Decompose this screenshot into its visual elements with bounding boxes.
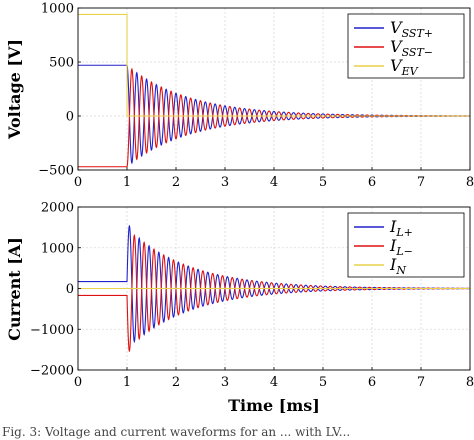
current-series: [78, 224, 471, 353]
legend-label: VEV: [390, 56, 419, 78]
legend-label-main: V: [390, 18, 403, 37]
current-y-axis-label: Current [A]: [5, 237, 24, 341]
y-tick-label: −2000: [30, 364, 74, 379]
y-tick-label: −1000: [30, 323, 74, 338]
y-tick-label: −500: [38, 164, 74, 179]
x-tick-label: 4: [270, 175, 278, 190]
y-tick-label: 0: [66, 110, 74, 125]
y-tick-label: 2000: [41, 201, 74, 216]
x-tick-label: 1: [123, 375, 131, 390]
legend-label-sub: SST+: [402, 27, 433, 40]
x-tick-label: 4: [270, 375, 278, 390]
x-tick-label: 6: [368, 375, 376, 390]
legend-label-sub: EV: [401, 65, 419, 78]
legend-label: IL+: [389, 217, 413, 239]
x-tick-label: 8: [466, 175, 474, 190]
legend-label-main: I: [389, 217, 397, 236]
series-line-2: [78, 13, 470, 117]
voltage-legend: VSST+VSST−VEV: [347, 13, 465, 79]
x-tick-label: 7: [417, 175, 425, 190]
x-tick-label: 0: [74, 375, 82, 390]
legend-box: [347, 13, 465, 79]
x-tick-label: 1: [123, 175, 131, 190]
legend-label: IL−: [389, 236, 413, 258]
legend-label-main: V: [390, 37, 403, 56]
voltage-series: [78, 13, 470, 168]
x-tick-label: 5: [319, 375, 327, 390]
legend-label: IN: [389, 255, 406, 277]
legend-label-sub: L−: [395, 245, 413, 258]
x-tick-label: 8: [466, 375, 474, 390]
x-tick-label: 7: [417, 375, 425, 390]
x-tick-label: 0: [74, 175, 82, 190]
current-panel: 0 1 2 3 4 5 6 7 8 −2000 −1000 0 1000 2000 Current [A]…: [5, 201, 474, 416]
x-tick-label: 2: [172, 375, 180, 390]
current-legend: IL+IL−IN: [347, 212, 465, 278]
legend-label-sub: L+: [395, 226, 413, 239]
legend-label-sub: SST−: [402, 46, 433, 59]
x-tick-label: 6: [368, 175, 376, 190]
legend-label-main: I: [389, 236, 397, 255]
current-ticks: 0 1 2 3 4 5 6 7 8 −2000 −1000 0 1000 2000: [30, 201, 474, 391]
legend-label: VSST−: [390, 37, 433, 59]
x-tick-label: 2: [172, 175, 180, 190]
y-tick-label: 1000: [41, 2, 74, 17]
figure-caption-fragment: Fig. 3: Voltage and current waveforms fo…: [2, 425, 350, 439]
x-tick-label: 5: [319, 175, 327, 190]
legend-label-main: I: [389, 255, 397, 274]
legend-label-sub: N: [395, 264, 406, 277]
y-tick-label: 0: [66, 282, 74, 297]
x-tick-label: 3: [221, 175, 229, 190]
time-x-axis-label: Time [ms]: [228, 396, 320, 415]
y-tick-label: 1000: [41, 241, 74, 256]
y-tick-label: 500: [49, 56, 74, 71]
legend-box: [347, 212, 465, 278]
voltage-y-axis-label: Voltage [V]: [5, 39, 24, 140]
legend-label-main: V: [390, 56, 403, 75]
x-tick-label: 3: [221, 375, 229, 390]
legend-label: VSST+: [390, 18, 433, 40]
